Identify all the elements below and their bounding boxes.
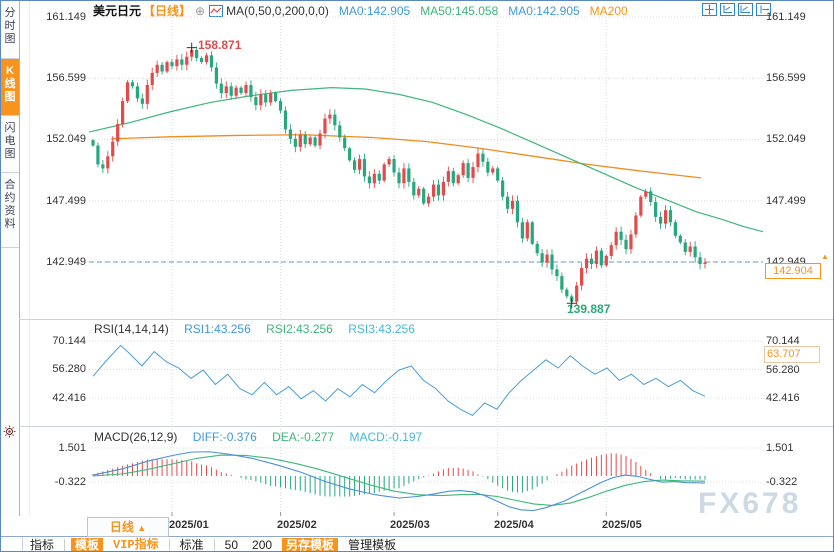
ma200-label: MA200	[589, 3, 628, 18]
bottom-toolbar: 指标 模板 VIP指标 标准 50 200 另存模板 管理模板	[1, 537, 833, 552]
chart-header: 美元日元 【日线】 ⊕ MA(0,50,0,200,0,0) MA0:142.9…	[93, 3, 628, 19]
ma-formula: MA(0,50,0,200,0,0)	[226, 3, 329, 18]
ma200-period-button[interactable]: 200	[252, 537, 273, 552]
rsi-chart[interactable]	[89, 319, 763, 426]
watermark: FX678	[698, 487, 802, 520]
rsi1-value: RSI1:43.256	[184, 322, 251, 336]
pan-right-icon[interactable]	[756, 3, 771, 16]
low-price-annotation: 139.887	[567, 302, 611, 316]
symbol-name: 美元日元	[93, 4, 142, 18]
rsi3-value: RSI3:43.256	[348, 322, 415, 336]
toolbar-divider	[213, 538, 215, 551]
price-axis-label: 152.049	[766, 133, 806, 145]
dea-value: DEA:-0.277	[272, 430, 335, 444]
toolbar-corner-cell	[1, 537, 23, 551]
date-label: 2025/01	[169, 519, 209, 531]
axis-zoom-right-icon[interactable]	[738, 3, 753, 16]
diff-value: DIFF:-0.376	[192, 430, 257, 444]
rsi-axis-label: 56.280	[766, 364, 800, 376]
axis-gutter-divider	[29, 1, 30, 516]
sidebar-tab-time-chart[interactable]: 分时图	[1, 1, 19, 59]
rsi-axis-label: 56.280	[52, 363, 86, 375]
rsi-axis-label: 42.416	[766, 392, 800, 404]
panel-divider	[19, 426, 833, 427]
rsi-axis-label: 70.144	[52, 335, 86, 347]
chart-toolbar-icons	[702, 3, 771, 16]
manage-template-button[interactable]: 管理模板	[348, 537, 397, 552]
indicator-settings-icon[interactable]	[209, 4, 224, 17]
candlestick-chart[interactable]	[89, 11, 763, 319]
last-price-tag: 142.904	[765, 263, 821, 279]
macd-axis-label: 1.501	[58, 442, 86, 454]
sidebar-tab-lightning-chart[interactable]: 闪电图	[1, 116, 19, 173]
move-icon[interactable]	[702, 3, 717, 16]
macd-header: MACD(26,12,9) DIFF:-0.376 DEA:-0.277 MAC…	[94, 430, 434, 444]
sidebar-tab-contract-info[interactable]: 合约资料	[1, 173, 19, 248]
macd-axis-label: -0.322	[766, 476, 798, 488]
ma50-value: MA50:145.058	[420, 3, 499, 18]
rsi2-value: RSI2:43.256	[266, 322, 333, 336]
macd-title: MACD(26,12,9)	[94, 430, 178, 444]
last-price-arrow-icon: ▲	[821, 252, 829, 261]
macd-value: MACD:-0.197	[349, 430, 423, 444]
vip-indicator-button[interactable]: VIP指标	[113, 537, 159, 552]
toolbar-divider	[64, 538, 66, 551]
template-button[interactable]: 模板	[71, 537, 104, 551]
price-axis-label: 147.499	[766, 195, 806, 207]
price-axis-label: 152.049	[46, 133, 86, 145]
price-axis-label: 142.949	[46, 256, 86, 268]
price-axis-label: 156.599	[46, 72, 86, 84]
ma50-period-button[interactable]: 50	[224, 537, 239, 552]
period-label: 【日线】	[143, 4, 192, 18]
red-sun-icon[interactable]	[3, 425, 16, 438]
panel-divider	[19, 319, 833, 320]
circle-plus-icon[interactable]: ⊕	[195, 3, 206, 18]
chevron-up-icon: ▲	[137, 523, 147, 533]
date-label: 2025/04	[494, 519, 534, 531]
standard-button[interactable]: 标准	[179, 537, 204, 552]
save-template-button[interactable]: 另存模板	[282, 537, 339, 551]
price-axis-label: 161.149	[46, 11, 86, 23]
period-selector-label: 日线	[109, 520, 134, 534]
sidebar: 分时图 K线图 闪电图 合约资料	[1, 1, 20, 537]
period-selector[interactable]: 日线 ▲	[87, 517, 169, 537]
axis-zoom-left-icon[interactable]	[720, 3, 735, 16]
macd-axis-label: 1.501	[766, 442, 794, 454]
macd-axis-label: -0.322	[54, 476, 86, 488]
xaxis-row: 日线 ▲ 2025/01 2025/02 2025/03 2025/04 202…	[1, 516, 833, 537]
rsi-axis-label: 42.416	[52, 392, 86, 404]
date-label: 2025/02	[277, 519, 317, 531]
sidebar-tab-kline-chart[interactable]: K线图	[1, 59, 19, 116]
rsi-current-tag: 63.707	[764, 346, 820, 363]
price-axis-label: 156.599	[766, 72, 806, 84]
ma0-value-2: MA0:142.905	[508, 3, 580, 18]
indicator-button[interactable]: 指标	[30, 537, 55, 552]
high-price-annotation: 158.871	[198, 38, 242, 52]
date-label: 2025/05	[602, 519, 642, 531]
ma0-value: MA0:142.905	[338, 3, 411, 18]
price-axis-label: 147.499	[46, 195, 86, 207]
rsi-title: RSI(14,14,14)	[94, 322, 169, 336]
macd-chart[interactable]	[89, 426, 763, 516]
toolbar-divider	[168, 538, 170, 551]
price-axis-label: 161.149	[766, 11, 806, 23]
rsi-header: RSI(14,14,14) RSI1:43.256 RSI2:43.256 RS…	[94, 322, 427, 336]
date-label: 2025/03	[390, 519, 430, 531]
rsi-axis-label: 70.144	[766, 335, 800, 347]
